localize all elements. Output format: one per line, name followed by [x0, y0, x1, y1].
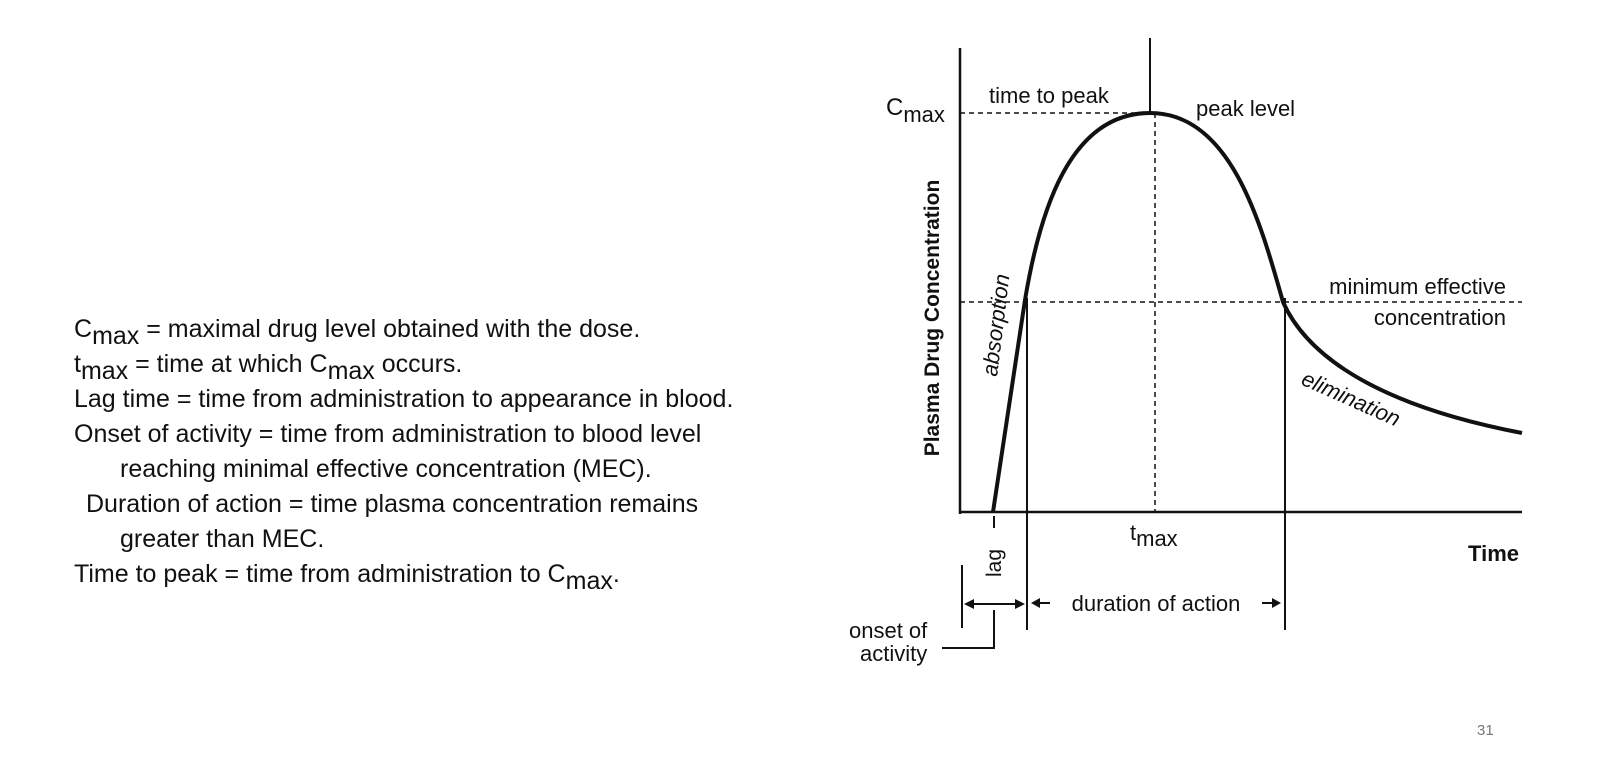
definition-time-to-peak: Time to peak = time from administration …	[74, 560, 620, 595]
mec-label-line2: concentration	[1374, 305, 1506, 330]
concentration-curve	[991, 110, 1523, 513]
definition-cmax: Cmax = maximal drug level obtained with …	[74, 315, 641, 350]
definition-lag-time: Lag time = time from administration to a…	[74, 385, 734, 413]
y-axis-label: Plasma Drug Concentration	[921, 180, 944, 457]
x-axis-label: Time	[1468, 541, 1519, 566]
cmax-label: Cmax	[886, 94, 945, 127]
onset-label-line2: activity	[860, 641, 927, 666]
peak-level-label: peak level	[1196, 96, 1295, 121]
tmax-label: tmax	[1130, 520, 1178, 551]
definition-onset-cont: reaching minimal effective concentration…	[120, 455, 652, 483]
absorption-label: absorption	[977, 273, 1014, 378]
definition-tmax: tmax = time at which Cmax occurs.	[74, 350, 463, 385]
onset-label-line1: onset of	[849, 618, 928, 643]
page-number: 31	[1477, 722, 1494, 739]
onset-arrow-right-head	[1015, 599, 1025, 609]
definition-onset: Onset of activity = time from administra…	[74, 420, 702, 448]
duration-arrow-left-head	[1031, 598, 1040, 608]
duration-arrow-right-head	[1272, 598, 1281, 608]
onset-leader-line	[942, 610, 995, 649]
definitions-list: Cmax = maximal drug level obtained with …	[74, 312, 874, 595]
onset-arrow-left-head	[964, 599, 974, 609]
duration-of-action-label: duration of action	[1072, 591, 1241, 616]
definition-duration-cont: greater than MEC.	[120, 525, 325, 553]
definition-duration: Duration of action = time plasma concent…	[86, 490, 699, 518]
time-to-peak-label: time to peak	[989, 83, 1110, 108]
mec-label-line1: minimum effective	[1329, 274, 1506, 299]
lag-label: lag	[983, 549, 1006, 577]
